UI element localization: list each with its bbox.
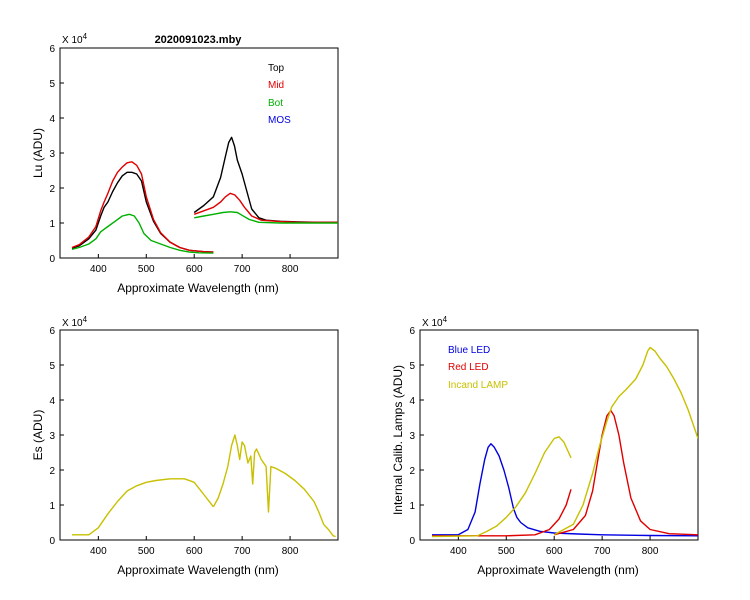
lamps-y-tick-label: 2	[409, 466, 415, 477]
lamps-x-tick-label: 600	[546, 546, 563, 557]
lamps-exponent-label: X 104	[422, 315, 448, 329]
lu-x-tick-label: 700	[234, 264, 251, 275]
lamps-y-tick-label: 3	[409, 431, 415, 442]
es-x-tick-label: 500	[138, 546, 155, 557]
figure-title: 2020091023.mby	[155, 34, 243, 46]
lu-x-tick-label: 600	[186, 264, 203, 275]
es-x-axis-label: Approximate Wavelength (nm)	[117, 563, 279, 577]
lu-x-tick-label: 500	[138, 264, 155, 275]
lu-y-tick-label: 5	[49, 79, 55, 90]
lu-series-mid	[193, 192, 338, 224]
es-panel: X 104 Es (ADU) Approximate Wavelength (n…	[31, 315, 339, 577]
lu-x-tick-label: 800	[282, 264, 299, 275]
es-y-axis-label: Es (ADU)	[31, 410, 45, 461]
lamps-series-group	[431, 346, 698, 538]
lu-y-tick-label: 3	[49, 149, 55, 160]
lamps-series-incand-lamp	[431, 436, 572, 538]
lamps-series-red-led	[554, 409, 698, 536]
lamps-series-incand-lamp	[553, 346, 698, 536]
lu-panel: X 104 Lu (ADU) Approximate Wavelength (n…	[31, 32, 339, 295]
lu-series-mid	[71, 161, 214, 253]
es-y-tick-label: 6	[49, 326, 55, 337]
es-y-tick-label: 0	[49, 536, 55, 547]
es-series-group	[72, 434, 336, 538]
lu-y-tick-label: 6	[49, 44, 55, 55]
lu-exponent-label: X 104	[62, 32, 88, 46]
lu-legend-top: Top	[268, 63, 285, 74]
lu-series-top	[193, 136, 338, 224]
lamps-x-axis-label: Approximate Wavelength (nm)	[477, 563, 639, 577]
es-x-tick-label: 600	[186, 546, 203, 557]
lamps-x-tick-label: 500	[498, 546, 515, 557]
es-y-tick-label: 2	[49, 466, 55, 477]
lamps-x-tick-label: 400	[450, 546, 467, 557]
es-y-tick-label: 1	[49, 501, 55, 512]
lamps-y-tick-label: 0	[409, 536, 415, 547]
lu-legend: Top Mid Bot MOS	[268, 63, 291, 126]
lamps-panel: X 104 Internal Calib. Lamps (ADU) Approx…	[391, 315, 699, 577]
lamps-y-tick-label: 1	[409, 501, 415, 512]
lamps-y-tick-label: 4	[409, 396, 415, 407]
es-exponent-label: X 104	[62, 315, 88, 329]
lu-series-bot	[71, 213, 214, 254]
es-x-tick-label: 800	[282, 546, 299, 557]
lamps-legend-incand-lamp: Incand LAMP	[448, 380, 508, 391]
es-series-es	[212, 434, 336, 538]
lamps-series-red-led	[432, 489, 572, 537]
lu-y-axis-label: Lu (ADU)	[31, 128, 45, 178]
lu-legend-mos: MOS	[268, 115, 291, 126]
es-x-tick-label: 400	[90, 546, 107, 557]
es-y-tick-label: 4	[49, 396, 55, 407]
lamps-legend: Blue LED Red LED Incand LAMP	[448, 345, 508, 391]
lu-x-tick-label: 400	[90, 264, 107, 275]
es-plot-frame	[59, 329, 339, 541]
lu-legend-mid: Mid	[268, 80, 284, 91]
lu-y-tick-label: 1	[49, 219, 55, 230]
lamps-y-tick-label: 5	[409, 361, 415, 372]
lu-series-bot	[194, 211, 338, 224]
lamps-series-blue-led	[432, 443, 698, 537]
es-y-tick-label: 3	[49, 431, 55, 442]
lu-y-tick-label: 0	[49, 254, 55, 265]
es-x-tick-label: 700	[234, 546, 251, 557]
lu-y-tick-label: 2	[49, 184, 55, 195]
lamps-y-tick-label: 6	[409, 326, 415, 337]
lamps-x-tick-label: 800	[642, 546, 659, 557]
lu-y-tick-label: 4	[49, 114, 55, 125]
lu-x-axis-label: Approximate Wavelength (nm)	[117, 281, 279, 295]
lu-legend-bot: Bot	[268, 98, 283, 109]
es-y-tick-label: 5	[49, 361, 55, 372]
es-series-es	[72, 478, 214, 536]
lu-plot-frame	[59, 47, 339, 259]
lu-series-group	[71, 136, 338, 254]
lamps-x-tick-label: 700	[594, 546, 611, 557]
lamps-legend-blue-led: Blue LED	[448, 345, 490, 356]
lamps-y-axis-label: Internal Calib. Lamps (ADU)	[391, 365, 405, 515]
lamps-legend-red-led: Red LED	[448, 362, 489, 373]
